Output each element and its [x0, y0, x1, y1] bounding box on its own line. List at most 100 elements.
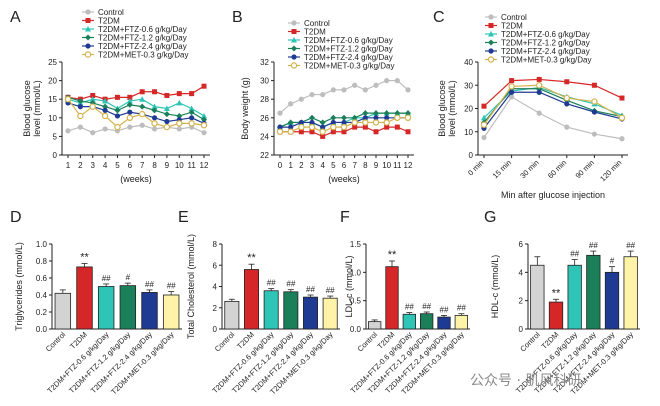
bar	[141, 292, 158, 330]
y-tick-label: 40	[464, 58, 473, 67]
data-point	[139, 103, 146, 110]
data-point	[591, 131, 598, 137]
data-point	[509, 89, 515, 95]
data-point	[405, 129, 411, 135]
x-tick-label: 12	[200, 161, 209, 170]
panel-d-triglycerides: D 0.0 0.2 0.4 0.6 0.8 1.0 Triglycerides (mmol/L…	[10, 209, 182, 396]
series-line	[483, 84, 623, 126]
y-tick-label: 0.4	[36, 291, 48, 300]
y-tick-label: 5	[53, 132, 58, 141]
y-tick-label: 0.5	[350, 297, 362, 306]
data-point	[127, 94, 133, 100]
data-point	[373, 110, 379, 117]
y-tick-label: 1.0	[350, 268, 362, 277]
data-point	[176, 126, 182, 132]
bar	[303, 296, 318, 330]
significance-label: ##	[626, 241, 635, 250]
data-point	[201, 83, 207, 89]
legend-label: T2DM+FTZ-2.4 g/kg/Day	[501, 47, 590, 56]
legend-label: T2DM+FTZ-2.4 g/kg/Day	[304, 53, 393, 62]
data-point	[101, 112, 109, 120]
significance-label: **	[80, 252, 89, 264]
legend-marker	[488, 48, 494, 54]
bar	[402, 313, 416, 330]
legend-label: T2DM+FTZ-0.6 g/kg/Day	[304, 36, 393, 45]
legend-marker	[85, 18, 91, 23]
bar	[623, 256, 638, 330]
legend-label: Control	[304, 19, 330, 28]
data-point	[591, 82, 597, 88]
panel-letter: G	[484, 209, 496, 226]
x-tick-label: 3	[91, 161, 96, 170]
data-point	[201, 116, 207, 123]
data-point	[405, 87, 411, 93]
x-tick-label: 30 min	[518, 158, 540, 180]
series-line	[483, 78, 623, 107]
data-point	[309, 91, 315, 98]
data-point	[127, 124, 133, 130]
x-tick-label: 2	[299, 161, 304, 170]
data-point	[126, 114, 134, 122]
data-point	[373, 82, 379, 88]
data-point	[151, 120, 158, 127]
data-point	[536, 76, 542, 82]
data-point	[200, 122, 208, 129]
series-line	[67, 124, 205, 134]
data-point	[151, 103, 158, 110]
bar	[385, 266, 399, 330]
data-point	[404, 114, 412, 122]
significance-label: ##	[145, 280, 154, 289]
y-tick-label: 26	[260, 114, 269, 123]
bar	[586, 254, 601, 330]
series-line	[483, 91, 623, 129]
legend-marker	[291, 20, 297, 26]
y-tick-label: 0.8	[36, 257, 48, 266]
y-tick-label: 0	[213, 325, 218, 334]
significance-label: ##	[570, 250, 579, 259]
data-point	[320, 133, 326, 139]
data-point	[330, 123, 337, 131]
data-point	[384, 124, 390, 130]
legend-label: T2DM+MET-0.3 g/kg/Day	[304, 62, 394, 71]
data-point	[77, 124, 83, 130]
y-tick-label: 25	[48, 58, 57, 67]
legend-marker	[488, 14, 494, 20]
data-point	[405, 110, 411, 117]
data-point	[176, 91, 182, 97]
data-point	[277, 110, 283, 116]
x-tick-label: 9	[165, 161, 170, 170]
x-axis-label: (weeks)	[120, 174, 152, 184]
data-point	[126, 101, 133, 108]
panel-letter: E	[178, 209, 189, 226]
x-tick-label: 120 min	[598, 158, 623, 183]
data-point	[277, 124, 283, 130]
data-point	[151, 126, 158, 132]
x-tick-label: 7	[140, 161, 145, 170]
data-point	[536, 89, 542, 95]
data-point	[330, 119, 336, 126]
y-tick-label: 0	[53, 151, 58, 160]
bar	[322, 297, 338, 330]
data-point	[508, 83, 515, 90]
data-point	[362, 119, 369, 126]
x-tick-label: 5	[115, 161, 120, 170]
y-tick-label: 0.0	[36, 325, 48, 334]
data-point	[362, 124, 368, 130]
data-point	[351, 114, 358, 121]
x-tick-label: 10	[382, 161, 391, 170]
data-point	[163, 111, 170, 118]
data-point	[394, 78, 400, 84]
y-tick-label: 6	[519, 240, 524, 249]
panel-letter: A	[10, 9, 21, 26]
y-tick-label: 10	[48, 114, 57, 123]
significance-label: ##	[440, 305, 449, 314]
data-point	[352, 82, 358, 88]
data-point	[114, 123, 121, 131]
y-tick-label: 24	[260, 132, 269, 141]
watermark-text: 公众号 · 肌风科研	[470, 373, 582, 389]
bar	[530, 264, 545, 330]
data-point	[189, 91, 195, 97]
